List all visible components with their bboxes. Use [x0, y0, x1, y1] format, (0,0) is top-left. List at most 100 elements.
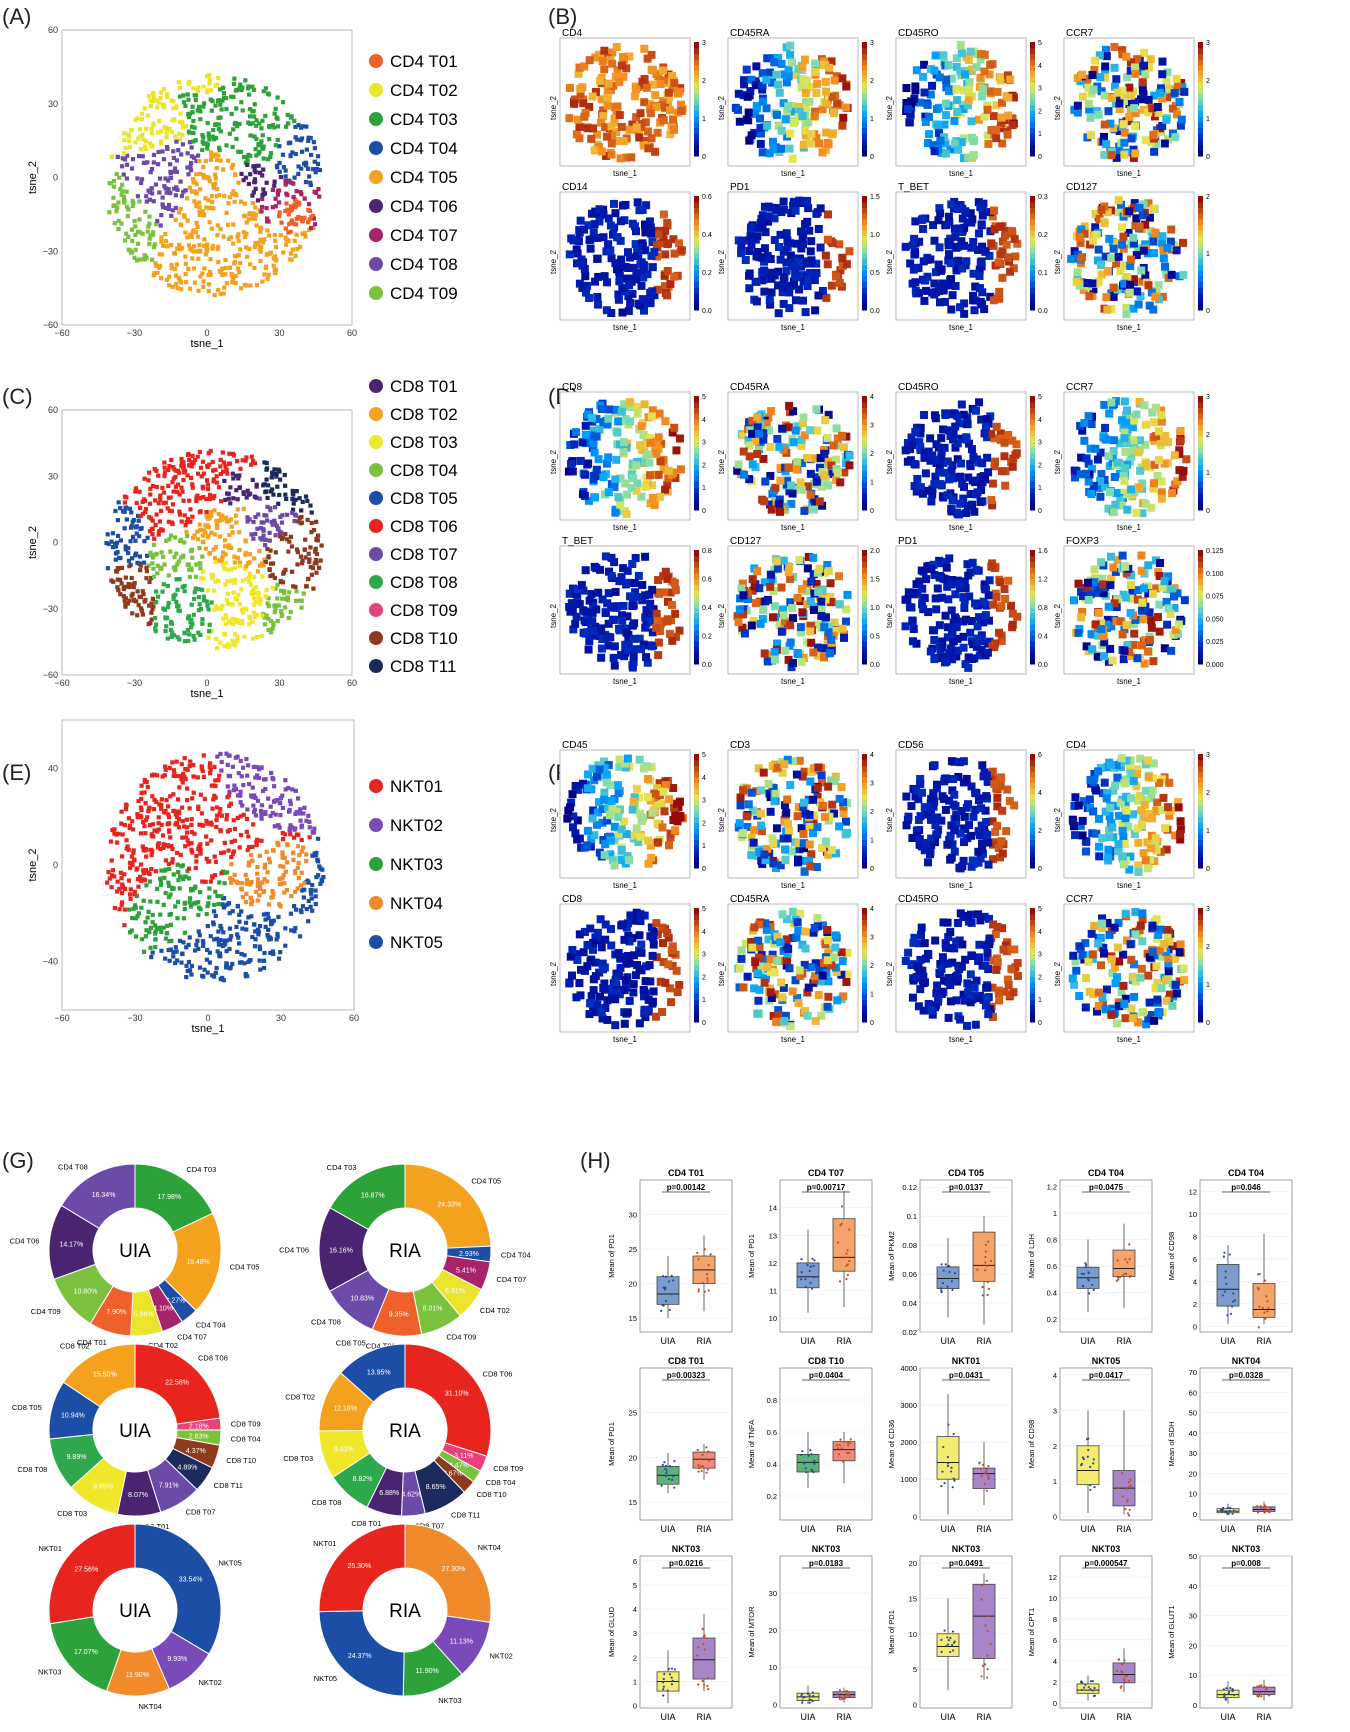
- heatmap-cell: [987, 429, 996, 438]
- heatmap-cell: [1129, 275, 1138, 284]
- cluster-point: [261, 889, 266, 895]
- cluster-point: [211, 588, 216, 593]
- heatmap-cell: [773, 434, 782, 443]
- heatmap-cell: [576, 89, 585, 98]
- cluster-point: [204, 911, 209, 917]
- cluster-point: [135, 258, 140, 263]
- cluster-point: [188, 519, 193, 524]
- heatmap-cell: [789, 438, 798, 447]
- cluster-point: [235, 507, 240, 512]
- cluster-point: [110, 868, 116, 873]
- legend-marker: [369, 112, 383, 126]
- heatmap-cell: [1085, 105, 1094, 114]
- heatmap-cell: [1149, 131, 1158, 140]
- heatmap-cell: [663, 240, 672, 249]
- cluster-point: [223, 257, 228, 263]
- cluster-point: [182, 589, 187, 594]
- cluster-point: [294, 189, 299, 194]
- heatmap-cell: [952, 85, 961, 94]
- cluster-point: [191, 130, 196, 136]
- cluster-point: [158, 925, 163, 930]
- cluster-point: [110, 544, 116, 550]
- heatmap-cell: [979, 199, 988, 208]
- cluster-point: [288, 115, 293, 120]
- cluster-point: [278, 477, 283, 482]
- cluster-point: [280, 580, 286, 585]
- cluster-point: [147, 879, 152, 884]
- cluster-point: [250, 200, 255, 206]
- cluster-point: [157, 118, 162, 123]
- cluster-point: [197, 158, 202, 164]
- heatmap-cell: [1108, 94, 1117, 103]
- cluster-point: [258, 249, 263, 254]
- cluster-point: [195, 224, 200, 230]
- cluster-point: [183, 124, 189, 129]
- heatmap-cell: [610, 114, 619, 123]
- cluster-point: [216, 126, 221, 132]
- cluster-point: [179, 485, 184, 490]
- cluster-point: [152, 271, 157, 276]
- cluster-point: [287, 590, 292, 595]
- cluster-point: [186, 638, 191, 644]
- cluster-point: [144, 146, 149, 151]
- heatmap-cell: [1004, 253, 1013, 262]
- colorbar-segment: [1030, 430, 1035, 437]
- cluster-point: [252, 167, 257, 173]
- heatmap-cell: [906, 445, 915, 454]
- cluster-point: [250, 477, 255, 482]
- heatmap-cell: [597, 95, 606, 104]
- cluster-point: [155, 98, 160, 103]
- heatmap-cell: [1091, 209, 1100, 218]
- cluster-point: [177, 637, 182, 642]
- cluster-point: [177, 137, 183, 142]
- cluster-point: [295, 562, 300, 567]
- colorbar-segment: [694, 264, 699, 271]
- cluster-point: [210, 973, 215, 978]
- cluster-point: [128, 896, 133, 901]
- heatmap-cell: [1112, 94, 1121, 103]
- cluster-point: [293, 253, 298, 259]
- heatmap-cell: [916, 442, 925, 451]
- heatmap-cell: [955, 510, 964, 519]
- cluster-point: [143, 920, 148, 925]
- cluster-point: [131, 848, 136, 853]
- heatmap-cell: [677, 100, 686, 109]
- cluster-point: [143, 139, 149, 144]
- cluster-point: [127, 139, 132, 144]
- cluster-point: [205, 142, 210, 147]
- heatmap-cell: [1067, 254, 1076, 263]
- legend-label: NKT02: [390, 816, 443, 835]
- heatmap-cell: [782, 229, 791, 238]
- cluster-point: [217, 193, 222, 198]
- legend-marker: [369, 54, 383, 68]
- colorbar-segment: [862, 430, 867, 437]
- cluster-point: [149, 866, 154, 872]
- heatmap-cell: [1003, 130, 1012, 139]
- cluster-point: [137, 127, 142, 132]
- cluster-point: [296, 860, 301, 866]
- cluster-point: [221, 90, 227, 96]
- heatmap-cell: [832, 72, 841, 81]
- cluster-point: [197, 510, 202, 515]
- cluster-point: [277, 213, 282, 219]
- cluster-point: [209, 509, 214, 515]
- cluster-point: [273, 550, 278, 555]
- heatmap-cell: [1118, 46, 1127, 55]
- heatmap-cell: [1073, 268, 1082, 277]
- colorbar-segment: [862, 47, 867, 54]
- cluster-point: [307, 174, 312, 179]
- cluster-point: [237, 602, 242, 607]
- heatmap-cell: [755, 429, 764, 438]
- heatmap-cell: [911, 427, 920, 436]
- cluster-point: [194, 942, 199, 948]
- cluster-point: [306, 551, 311, 556]
- heatmap-cell: [845, 247, 854, 256]
- colorbar-segment: [1198, 247, 1203, 254]
- heatmap-cell: [951, 282, 960, 291]
- cluster-point: [165, 923, 170, 929]
- cluster-point: [238, 260, 243, 265]
- heatmap-cell: [615, 277, 624, 286]
- heatmap-cell: [906, 259, 915, 268]
- heatmap-cell: [986, 60, 995, 69]
